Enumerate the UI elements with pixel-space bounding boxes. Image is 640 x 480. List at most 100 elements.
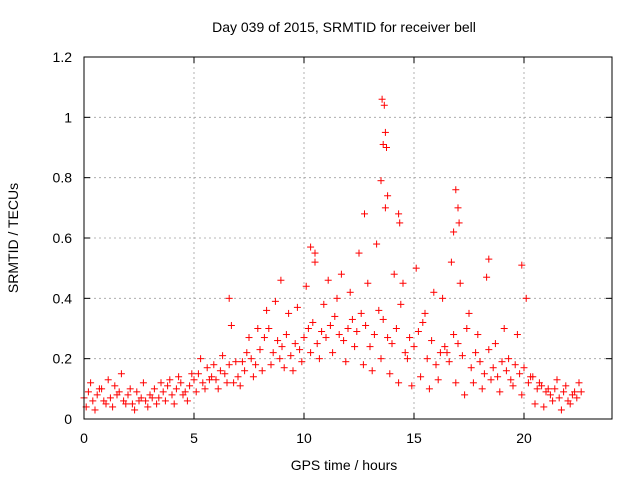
data-point	[377, 177, 385, 185]
data-point	[540, 403, 548, 411]
data-point	[491, 340, 499, 348]
data-point	[373, 240, 381, 248]
data-point	[311, 249, 319, 257]
data-point	[276, 355, 284, 363]
data-point	[452, 186, 460, 194]
data-point	[370, 331, 378, 339]
data-point	[318, 328, 326, 336]
data-point	[271, 297, 279, 305]
data-point	[311, 258, 319, 266]
data-point	[322, 334, 330, 342]
data-point	[128, 400, 136, 408]
data-point	[346, 288, 354, 296]
data-point	[522, 294, 530, 302]
data-point	[280, 364, 288, 372]
x-tick-label: 0	[80, 430, 88, 446]
data-point	[234, 373, 242, 381]
chart-title: Day 039 of 2015, SRMTID for receiver bel…	[212, 19, 476, 35]
data-point	[428, 337, 436, 345]
data-point	[122, 400, 130, 408]
data-point	[150, 385, 158, 393]
data-point	[254, 325, 262, 332]
data-point	[307, 243, 315, 251]
x-tick-label: 20	[516, 430, 532, 446]
data-point	[133, 388, 141, 396]
data-point	[238, 358, 246, 366]
data-point	[126, 385, 134, 393]
data-point	[230, 379, 238, 387]
data-point	[520, 364, 528, 372]
data-point	[320, 300, 328, 308]
data-point	[175, 373, 183, 381]
data-point	[456, 279, 464, 287]
y-tick-label: 1	[64, 109, 72, 125]
data-point	[216, 367, 224, 375]
tick-labels: 0 0.2 0.4 0.6 0.8 1 1.2 0 5 10 15 20	[53, 49, 532, 446]
data-point	[291, 340, 299, 348]
data-point	[518, 261, 526, 269]
data-point	[219, 352, 227, 360]
data-point	[575, 379, 583, 387]
data-point	[159, 388, 167, 396]
data-point	[293, 303, 301, 311]
data-point	[344, 325, 352, 332]
data-point	[487, 376, 495, 384]
data-point	[91, 406, 99, 414]
data-point	[417, 373, 425, 381]
data-point	[408, 382, 416, 390]
data-point	[450, 331, 458, 339]
data-point	[480, 370, 488, 378]
data-point	[168, 391, 176, 399]
data-point	[573, 394, 581, 402]
data-point	[188, 370, 196, 378]
data-point	[315, 355, 323, 363]
data-point	[498, 358, 506, 366]
y-tick-label: 0.2	[53, 351, 73, 367]
data-point	[476, 358, 484, 366]
data-point	[269, 349, 277, 357]
data-point	[454, 340, 462, 348]
data-point	[153, 400, 161, 408]
data-point	[392, 325, 400, 332]
data-point	[111, 382, 119, 390]
data-point	[227, 321, 235, 329]
data-point	[289, 367, 297, 375]
data-point	[505, 355, 513, 363]
data-point	[148, 394, 156, 402]
data-point	[95, 385, 103, 393]
x-tick-label: 15	[406, 430, 422, 446]
data-point	[157, 379, 165, 387]
data-point	[546, 391, 554, 399]
data-point	[425, 385, 433, 393]
data-point	[236, 382, 244, 390]
data-point	[172, 385, 180, 393]
data-point	[340, 337, 348, 345]
data-point	[355, 249, 363, 257]
data-point	[513, 331, 521, 339]
data-point	[399, 279, 407, 287]
data-point	[478, 385, 486, 393]
data-point	[378, 95, 386, 103]
data-point	[87, 379, 95, 387]
data-point	[287, 352, 295, 360]
data-point	[139, 379, 147, 387]
data-point	[458, 352, 466, 360]
data-point	[533, 385, 541, 393]
data-point	[571, 388, 579, 396]
data-point	[386, 370, 394, 378]
y-tick-label: 1.2	[53, 49, 73, 65]
data-point	[247, 355, 255, 363]
y-tick-label: 0.4	[53, 290, 73, 306]
data-point	[465, 309, 473, 317]
data-point	[177, 379, 185, 387]
data-point	[434, 376, 442, 384]
data-point	[452, 379, 460, 387]
data-point	[516, 370, 524, 378]
data-point	[357, 309, 365, 317]
data-point	[454, 204, 462, 212]
data-point	[214, 385, 222, 393]
data-point	[395, 210, 403, 218]
data-point	[361, 210, 368, 218]
data-point	[302, 282, 310, 290]
